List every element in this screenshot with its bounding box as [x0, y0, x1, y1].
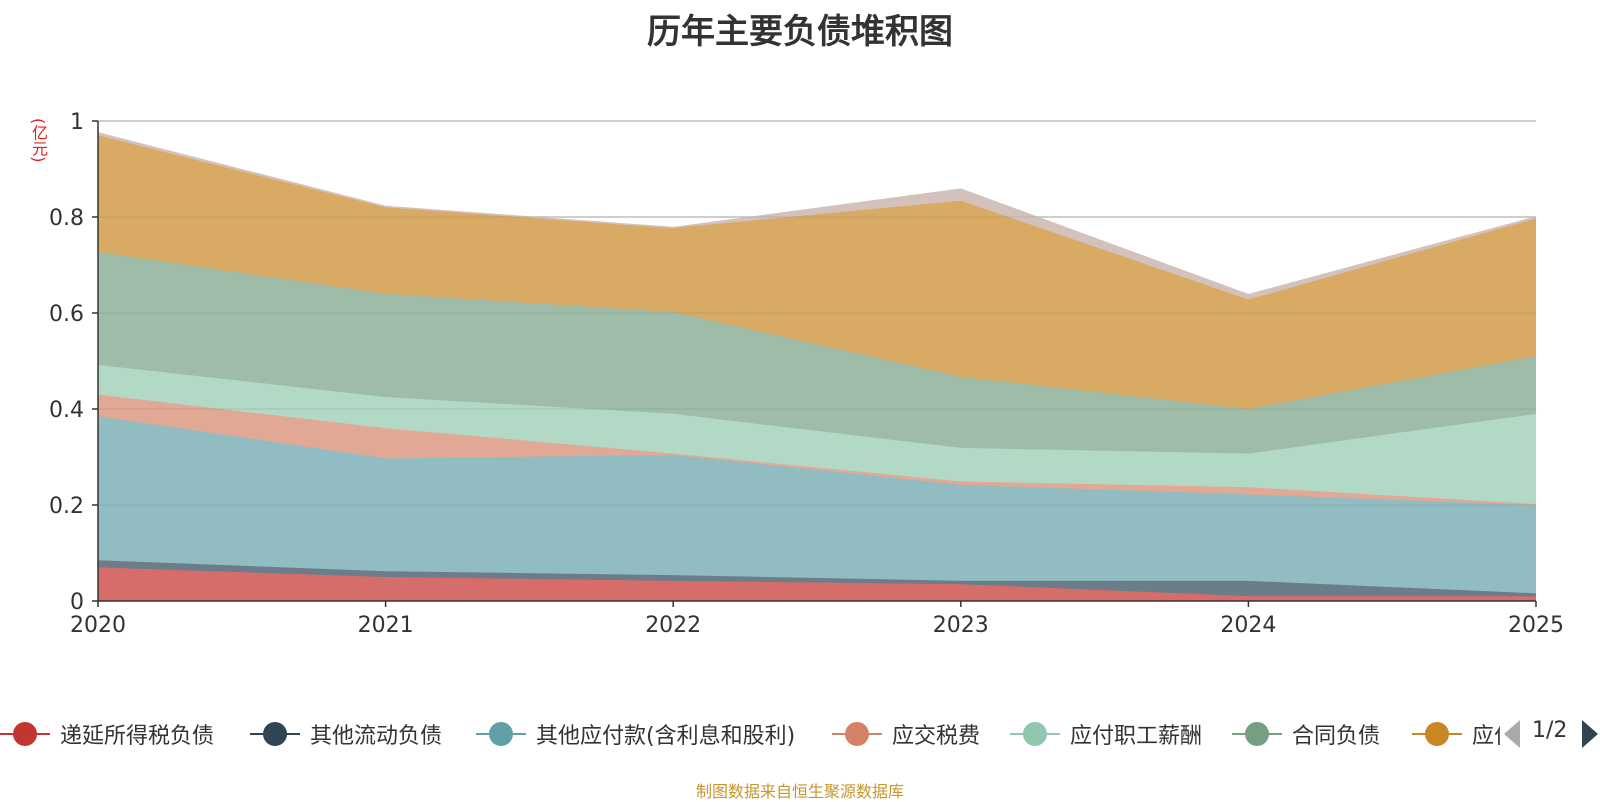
legend-marker-icon — [0, 716, 50, 752]
data-source-note: 制图数据来自恒生聚源数据库 — [695, 782, 904, 801]
y-tick-label-0: 0 — [70, 590, 84, 615]
legend-item[interactable]: 其他流动负债 — [250, 716, 442, 752]
legend: 递延所得税负债 其他流动负债 其他应付款(含利息和股利) 应交税费 应付职工薪酬 合同负债… — [0, 716, 1500, 752]
x-tick-label-5: 2025 — [1508, 613, 1564, 638]
legend-item[interactable]: 其他应付款(含利息和股利) — [476, 716, 795, 752]
area-series-2 — [98, 416, 1536, 594]
y-tick-label-3: 0.6 — [49, 302, 84, 327]
legend-label: 应付职工薪酬 — [1070, 724, 1203, 749]
legend-marker-icon — [250, 716, 300, 752]
area-series-4 — [98, 364, 1536, 505]
stacked-area-chart: 0 0.2 0.4 0.6 0.8 1 2020 2021 2022 2023 2024 2025 — [49, 110, 1564, 638]
legend-marker-icon — [476, 716, 526, 752]
y-tick-label-5: 1 — [70, 110, 84, 135]
area-series-3 — [98, 394, 1536, 505]
legend-label: 其他流动负债 — [310, 724, 443, 749]
chart-title: 历年主要负债堆积图 — [647, 12, 953, 52]
legend-label: 应交税费 — [892, 724, 981, 749]
legend-label: 合同负债 — [1292, 724, 1381, 749]
area-series-5 — [98, 252, 1536, 454]
legend-item[interactable]: 递延所得税负债 — [0, 716, 214, 752]
legend-page-indicator: 1/2 — [1532, 718, 1568, 743]
legend-item[interactable]: 应交税费 — [832, 716, 980, 752]
legend-prev-page-icon[interactable] — [1504, 720, 1520, 748]
area-series — [97, 120, 1537, 601]
legend-marker-icon — [832, 716, 882, 752]
area-edge-7 — [97, 132, 1537, 296]
legend-item[interactable]: 合同负债 — [1232, 716, 1380, 752]
y-tick-label-4: 0.8 — [49, 206, 84, 231]
legend-pager: 1/2 — [1500, 716, 1600, 752]
x-tick-label-0: 2020 — [70, 613, 126, 638]
legend-label: 其他应付款(含利息和股利) — [536, 724, 796, 749]
legend-item[interactable]: 应付账款 — [1412, 716, 1500, 752]
legend-label: 递延所得税负债 — [60, 724, 215, 749]
area-series-0 — [98, 567, 1536, 601]
area-edge-6 — [97, 134, 1537, 301]
legend-label: 应付账款 — [1472, 724, 1500, 749]
legend-marker-icon — [1010, 716, 1060, 752]
legend-marker-icon — [1412, 716, 1462, 752]
y-tick-label-2: 0.4 — [49, 398, 84, 423]
axes: 0 0.2 0.4 0.6 0.8 1 2020 2021 2022 2023 2024 2025 — [49, 110, 1564, 638]
legend-marker-icon — [1232, 716, 1282, 752]
legend-item[interactable]: 应付职工薪酬 — [1010, 716, 1202, 752]
legend-next-page-icon[interactable] — [1582, 720, 1598, 748]
y-axis-unit-label: (亿元) — [29, 118, 48, 163]
x-tick-label-1: 2021 — [358, 613, 414, 638]
area-series-6 — [98, 135, 1536, 409]
x-tick-label-4: 2024 — [1220, 613, 1276, 638]
x-tick-label-3: 2023 — [933, 613, 989, 638]
x-tick-label-2: 2022 — [645, 613, 701, 638]
y-tick-label-1: 0.2 — [49, 494, 84, 519]
